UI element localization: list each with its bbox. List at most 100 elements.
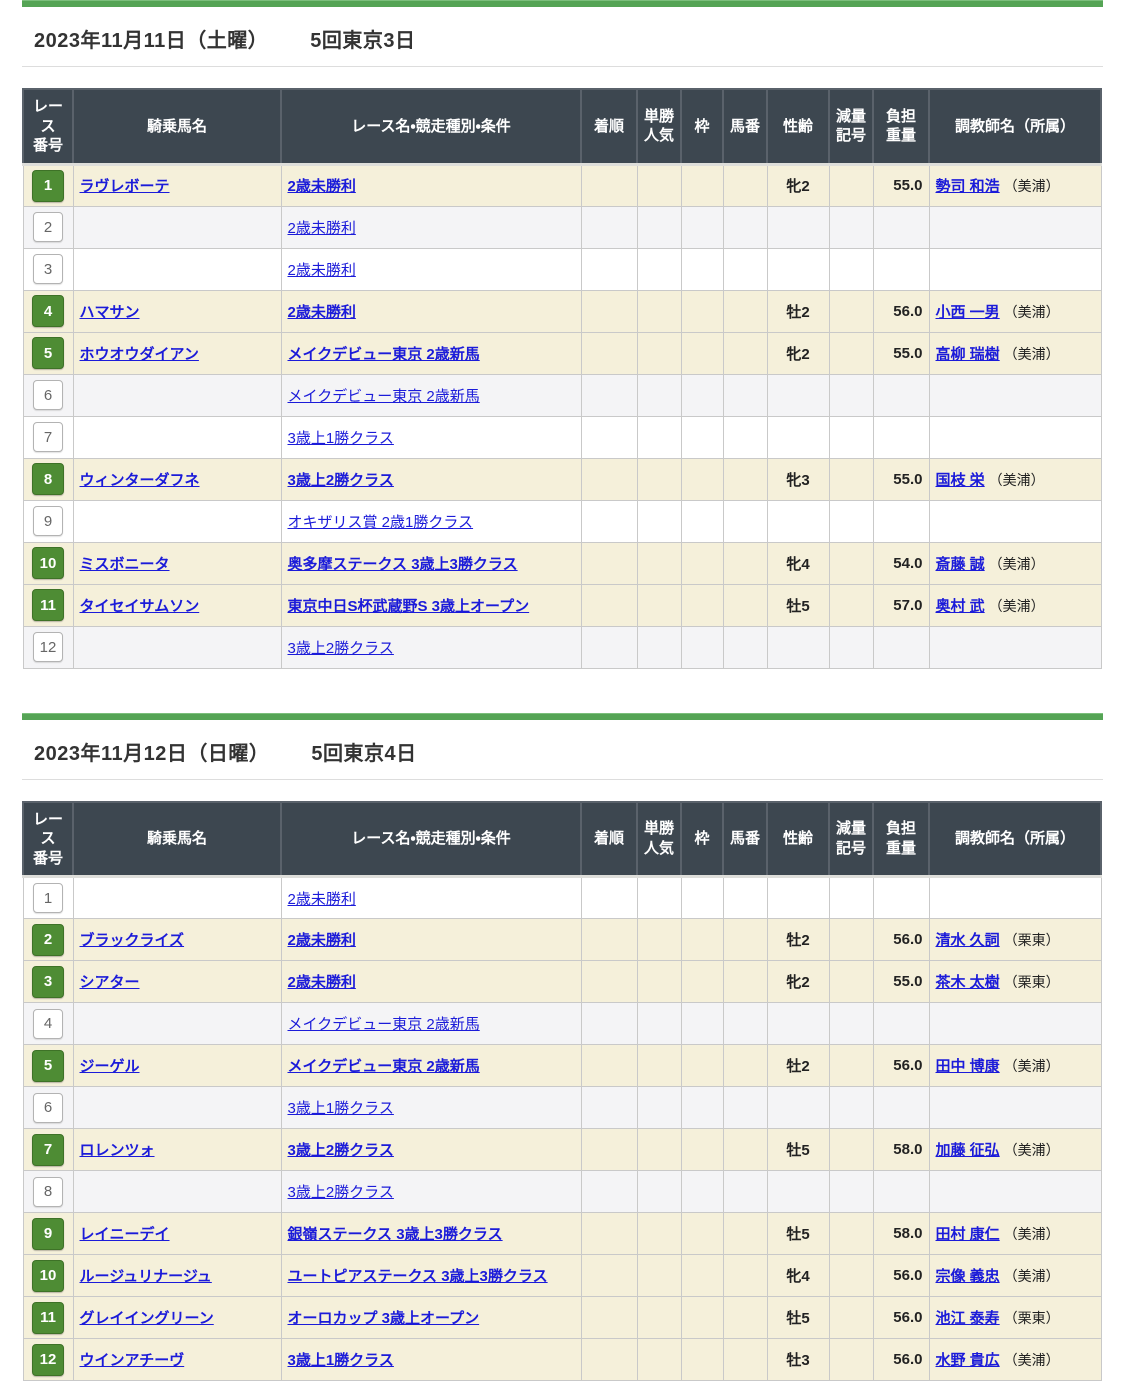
horse-name-cell: ホウオウダイアン	[72, 331, 282, 375]
race-link[interactable]: 銀嶺ステークス 3歳上3勝クラス	[287, 1226, 503, 1243]
trainer-link[interactable]: 加藤 征弘	[935, 1142, 1000, 1159]
race-link[interactable]: オキザリス賞 2歳1勝クラス	[287, 513, 474, 531]
race-link[interactable]: メイクデビュー東京 2歳新馬	[287, 345, 480, 363]
trainer-link[interactable]: 清水 久詞	[935, 932, 1000, 949]
trainer-link[interactable]: 宗像 義忠	[935, 1268, 1000, 1285]
weight-reduction-cell	[828, 1086, 874, 1129]
race-link[interactable]: 2歳未勝利	[287, 890, 356, 908]
race-link[interactable]: 2歳未勝利	[287, 932, 356, 949]
race-name-cell: 3歳上1勝クラス	[280, 1338, 582, 1381]
trainer-link[interactable]: 茶木 太樹	[935, 974, 1000, 991]
horse-link[interactable]: ミスボニータ	[79, 555, 170, 573]
race-link[interactable]: 3歳上1勝クラス	[287, 1352, 394, 1369]
race-number-cell: 3	[22, 247, 74, 291]
race-number-badge: 3	[32, 965, 64, 998]
horse-link[interactable]: レイニーデイ	[79, 1226, 170, 1243]
race-link[interactable]: ユートピアステークス 3歳上3勝クラス	[287, 1268, 548, 1285]
trainer-affiliation: （美浦）	[988, 555, 1045, 572]
horse-link[interactable]: ロレンツォ	[79, 1142, 155, 1159]
race-link[interactable]: メイクデビュー東京 2歳新馬	[287, 1016, 480, 1033]
race-row: 2 ブラックライズ 2歳未勝利 牡2 56.0 清水 久詞 （栗東）	[22, 918, 1102, 961]
race-link[interactable]: 2歳未勝利	[287, 974, 356, 991]
trainer-link[interactable]: 斎藤 誠	[935, 555, 985, 573]
race-name-cell: 2歳未勝利	[280, 205, 582, 249]
carried-weight-cell: 56.0	[872, 918, 930, 961]
trainer-link[interactable]: 奥村 武	[935, 597, 985, 615]
race-number-cell: 2	[22, 918, 74, 961]
trainer-link[interactable]: 高柳 瑞樹	[935, 345, 1000, 363]
table-body: 1 2歳未勝利 2 ブラックライズ 2歳未勝利 牡2 56.0 清水 久詞 （栗東） 3 シアター 2…	[22, 876, 1102, 1381]
race-number-cell: 11	[22, 583, 74, 627]
horse-link[interactable]: グレイイングリーン	[79, 1310, 214, 1327]
frame-cell	[680, 205, 724, 249]
sex-age-cell: 牡5	[766, 1296, 830, 1339]
race-link[interactable]: 2歳未勝利	[287, 303, 356, 321]
trainer-affiliation: （美浦）	[1003, 303, 1060, 320]
race-link[interactable]: オーロカップ 3歳上オープン	[287, 1310, 480, 1327]
horse-link[interactable]: ラヴレボーテ	[79, 178, 170, 195]
race-name-cell: 奥多摩ステークス 3歳上3勝クラス	[280, 541, 582, 585]
horse-name-cell	[72, 415, 282, 459]
race-link[interactable]: 3歳上1勝クラス	[287, 1100, 394, 1117]
horse-link[interactable]: シアター	[79, 974, 140, 991]
race-link[interactable]: 2歳未勝利	[287, 261, 356, 279]
race-link[interactable]: 奥多摩ステークス 3歳上3勝クラス	[287, 555, 518, 573]
race-number-box: 9	[33, 506, 63, 536]
finish-position-cell	[580, 1002, 638, 1045]
trainer-link[interactable]: 田村 康仁	[935, 1226, 1000, 1243]
race-row: 10 ミスボニータ 奥多摩ステークス 3歳上3勝クラス 牝4 54.0 斎藤 誠（美浦）	[22, 541, 1102, 585]
horse-link[interactable]: ルージュリナージュ	[79, 1268, 212, 1285]
win-popularity-cell	[636, 541, 682, 585]
horse-number-cell	[722, 499, 768, 543]
race-row: 10 ルージュリナージュ ユートピアステークス 3歳上3勝クラス 牝4 56.0 宗像 義…	[22, 1254, 1102, 1297]
race-number-box: 3	[33, 254, 63, 284]
horse-link[interactable]: ハマサン	[79, 303, 140, 321]
column-header: 騎乗馬名	[72, 800, 282, 878]
race-link[interactable]: メイクデビュー東京 2歳新馬	[287, 387, 480, 405]
race-link[interactable]: メイクデビュー東京 2歳新馬	[287, 1058, 480, 1075]
horse-number-cell	[722, 1170, 768, 1213]
trainer-link[interactable]: 国枝 栄	[935, 471, 985, 489]
trainer-affiliation: （栗東）	[1003, 1310, 1060, 1326]
race-link[interactable]: 3歳上2勝クラス	[287, 471, 394, 489]
horse-number-cell	[722, 1338, 768, 1381]
horse-link[interactable]: ブラックライズ	[79, 932, 185, 949]
sex-age-cell: 牡3	[766, 1338, 830, 1381]
trainer-affiliation: （美浦）	[1003, 1268, 1060, 1284]
horse-link[interactable]: タイセイサムソン	[79, 597, 200, 615]
race-link[interactable]: 3歳上2勝クラス	[287, 639, 394, 657]
race-number-cell: 12	[22, 1338, 74, 1381]
column-header: レース 番号	[22, 800, 74, 878]
race-link[interactable]: 2歳未勝利	[287, 219, 356, 237]
horse-number-cell	[722, 583, 768, 627]
trainer-link[interactable]: 水野 貴広	[935, 1352, 1000, 1369]
horse-link[interactable]: ホウオウダイアン	[79, 345, 199, 363]
race-link[interactable]: 3歳上1勝クラス	[287, 429, 394, 447]
race-name-cell: 2歳未勝利	[280, 289, 582, 333]
trainer-cell: 小西 一男 （美浦）	[928, 289, 1102, 333]
frame-cell	[680, 625, 724, 669]
trainer-link[interactable]: 小西 一男	[935, 303, 1000, 321]
race-link[interactable]: 2歳未勝利	[287, 178, 356, 195]
column-header: 枠	[680, 800, 724, 878]
horse-number-cell	[722, 1128, 768, 1171]
trainer-link[interactable]: 勢司 和浩	[935, 178, 1000, 195]
horse-link[interactable]: ウインアチーヴ	[79, 1352, 185, 1369]
frame-cell	[680, 457, 724, 501]
race-row: 7 ロレンツォ 3歳上2勝クラス 牡5 58.0 加藤 征弘 （美浦）	[22, 1128, 1102, 1171]
finish-position-cell	[580, 583, 638, 627]
race-number-badge: 9	[32, 1217, 64, 1250]
weight-reduction-cell	[828, 289, 874, 333]
race-link[interactable]: 3歳上2勝クラス	[287, 1142, 394, 1159]
horse-link[interactable]: ウィンターダフネ	[79, 471, 200, 489]
race-number-cell: 5	[22, 1044, 74, 1087]
race-row: 5 ジーゲル メイクデビュー東京 2歳新馬 牡2 56.0 田中 博康 （美浦）	[22, 1044, 1102, 1087]
race-link[interactable]: 東京中日S杯武蔵野S 3歳上オープン	[287, 597, 530, 615]
horse-link[interactable]: ジーゲル	[79, 1058, 140, 1075]
race-link[interactable]: 3歳上2勝クラス	[287, 1184, 394, 1201]
trainer-link[interactable]: 池江 泰寿	[935, 1310, 1000, 1327]
finish-position-cell	[580, 1128, 638, 1171]
trainer-link[interactable]: 田中 博康	[935, 1058, 1000, 1075]
trainer-cell	[928, 625, 1102, 669]
race-number-cell: 11	[22, 1296, 74, 1339]
